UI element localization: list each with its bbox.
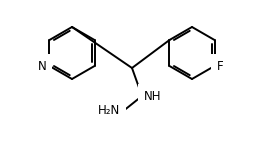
Text: F: F	[216, 59, 223, 73]
Text: H₂N: H₂N	[98, 105, 120, 117]
Text: N: N	[38, 59, 47, 73]
Text: NH: NH	[144, 90, 161, 102]
